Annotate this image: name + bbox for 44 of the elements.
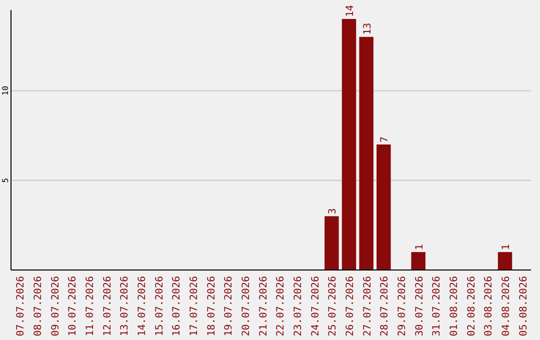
y-tick-label: 5 xyxy=(1,178,10,183)
x-tick-label: 20.07.2026 xyxy=(241,276,252,336)
x-tick-label: 17.07.2026 xyxy=(189,276,200,336)
x-tick-label: 28.07.2026 xyxy=(380,276,391,336)
data-label: 3 xyxy=(328,208,339,214)
data-label: 13 xyxy=(362,22,374,35)
x-tick-label: 22.07.2026 xyxy=(276,276,287,336)
x-tick-label: 15.07.2026 xyxy=(154,276,166,336)
data-label: 14 xyxy=(345,4,356,17)
y-tick-label: 10 xyxy=(1,86,10,96)
x-tick-label: 04.08.2026 xyxy=(501,276,512,336)
data-label: 1 xyxy=(501,244,512,250)
x-tick-label: 08.07.2026 xyxy=(33,276,44,336)
x-tick-label: 30.07.2026 xyxy=(414,276,426,336)
x-tick-label: 18.07.2026 xyxy=(206,276,218,336)
bar xyxy=(376,144,391,270)
x-tick-label: 12.07.2026 xyxy=(102,276,114,336)
bar xyxy=(324,216,339,270)
bar xyxy=(498,252,512,270)
x-tick-label: 26.07.2026 xyxy=(345,276,356,336)
x-tick-label: 11.07.2026 xyxy=(85,276,96,336)
bar xyxy=(359,36,374,270)
x-tick-label: 02.08.2026 xyxy=(466,276,478,336)
x-tick-label: 27.07.2026 xyxy=(362,276,374,336)
x-tick-label: 16.07.2026 xyxy=(172,276,183,336)
x-tick-label: 03.08.2026 xyxy=(484,276,495,336)
x-tick-label: 24.07.2026 xyxy=(310,276,322,336)
x-tick-label: 10.07.2026 xyxy=(68,276,79,336)
x-tick-label: 07.07.2026 xyxy=(16,276,27,336)
x-tick-label: 31.07.2026 xyxy=(432,276,443,336)
data-label: 1 xyxy=(414,244,426,250)
x-tick-label: 19.07.2026 xyxy=(224,276,235,336)
x-tick-label: 01.08.2026 xyxy=(449,276,460,336)
x-tick-label: 13.07.2026 xyxy=(120,276,131,336)
x-tick-label: 14.07.2026 xyxy=(137,276,148,336)
x-tick-label: 29.07.2026 xyxy=(397,276,408,336)
bar xyxy=(411,252,426,270)
x-tick-label: 25.07.2026 xyxy=(328,276,339,336)
data-label: 7 xyxy=(380,136,391,142)
x-tick-label: 05.08.2026 xyxy=(518,276,530,336)
x-tick-label: 23.07.2026 xyxy=(293,276,304,336)
x-tick-label: 21.07.2026 xyxy=(258,276,270,336)
bar xyxy=(342,18,356,270)
x-tick-label: 09.07.2026 xyxy=(50,276,62,336)
